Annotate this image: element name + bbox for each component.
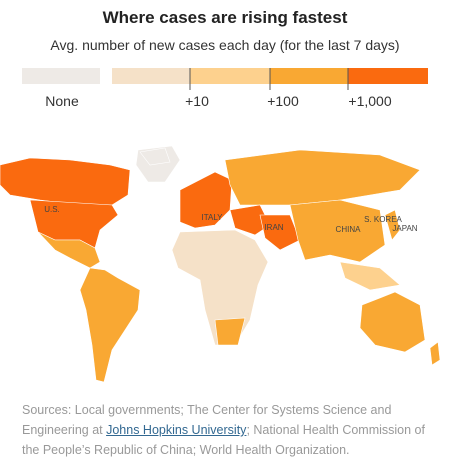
legend-label: +10 <box>185 93 209 109</box>
south-africa <box>214 317 246 346</box>
australia <box>359 291 426 353</box>
legend-label: +1,000 <box>348 93 391 109</box>
europe <box>179 171 233 229</box>
legend-swatch <box>270 68 348 84</box>
japan <box>384 209 401 241</box>
legend-swatch <box>190 68 270 84</box>
country-label: IRAN <box>264 223 283 232</box>
iran <box>259 214 301 251</box>
russia <box>224 149 421 206</box>
world-map: U.S. ITALY IRAN CHINA S. KOREA JAPAN <box>0 145 441 383</box>
sources: Sources: Local governments; The Center f… <box>22 400 432 460</box>
legend-swatch <box>112 68 190 84</box>
legend-swatch <box>348 68 428 84</box>
title: Where cases are rising fastest <box>102 8 348 27</box>
country-label: U.S. <box>44 205 60 214</box>
sources-text: ; National Health Commission of the Peop… <box>22 423 425 457</box>
turkey-iran <box>229 204 271 236</box>
iceland-region <box>139 147 171 166</box>
legend-label: +100 <box>267 93 299 109</box>
southeast-asia <box>339 261 401 291</box>
country-label: ITALY <box>201 213 223 222</box>
country-label: JAPAN <box>392 224 417 233</box>
mexico <box>37 231 101 269</box>
legend-swatch <box>22 68 100 84</box>
source-link[interactable]: Johns Hopkins University <box>106 423 247 437</box>
country-label: S. KOREA <box>364 215 402 224</box>
legend-label: None <box>45 93 79 109</box>
subtitle: Avg. number of new cases each day (for t… <box>50 37 400 53</box>
sources-text: Sources: Local governments; The Center f… <box>22 403 392 437</box>
canada <box>0 157 131 206</box>
country-label: CHINA <box>336 225 362 234</box>
legend: None +10 +100 +1,000 <box>22 68 428 109</box>
new-zealand <box>429 341 441 366</box>
asia <box>289 199 386 263</box>
south-america <box>79 267 141 383</box>
